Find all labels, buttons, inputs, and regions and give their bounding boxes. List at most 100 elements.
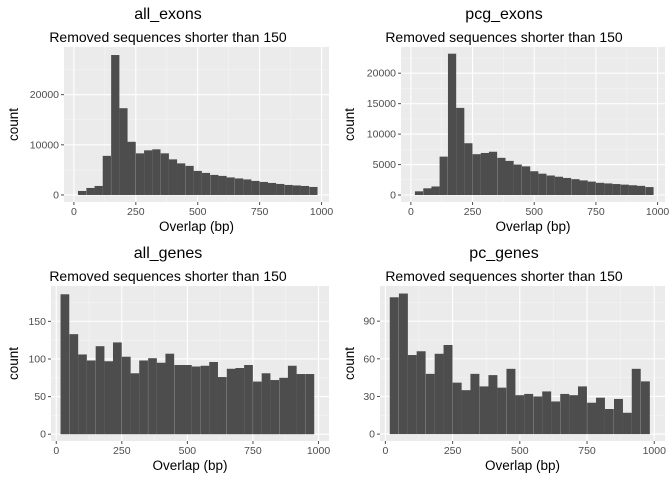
histogram-bar bbox=[569, 395, 579, 435]
panel-subtitle: Removed sequences shorter than 150 bbox=[49, 29, 287, 45]
histogram-bar bbox=[622, 412, 632, 435]
histogram-bar bbox=[614, 398, 623, 435]
histogram-bar bbox=[121, 356, 131, 435]
histogram-bar bbox=[77, 190, 87, 195]
histogram-bar bbox=[439, 156, 448, 195]
histogram-bar bbox=[505, 160, 514, 195]
panel-title: pcg_exons bbox=[465, 6, 543, 23]
histogram-bar bbox=[389, 297, 399, 435]
histogram-bar bbox=[480, 152, 489, 195]
histogram-bar bbox=[210, 174, 219, 195]
histogram-bar bbox=[261, 373, 271, 435]
y-tick-label: 20000 bbox=[30, 89, 59, 101]
histogram-bar bbox=[551, 401, 561, 435]
histogram-bar bbox=[447, 53, 457, 195]
histogram-bar bbox=[209, 361, 218, 435]
histogram-bar bbox=[284, 184, 293, 195]
histogram-bar bbox=[218, 175, 227, 195]
histogram-bar bbox=[587, 181, 596, 195]
x-tick-label: 750 bbox=[578, 445, 596, 457]
histogram-bar bbox=[104, 361, 114, 435]
histogram-bar bbox=[148, 358, 157, 435]
panel-title: all_exons bbox=[134, 6, 202, 23]
x-tick-label: 250 bbox=[113, 445, 131, 457]
histogram-bar bbox=[542, 391, 552, 435]
histogram-bar bbox=[130, 373, 140, 435]
histogram-bar bbox=[636, 185, 646, 195]
y-axis-title: count bbox=[342, 347, 357, 380]
panel-title: pc_genes bbox=[469, 245, 539, 262]
histogram-bar bbox=[562, 177, 572, 195]
histogram-bar bbox=[244, 365, 253, 435]
x-tick-label: 0 bbox=[382, 445, 388, 457]
histogram-bar bbox=[577, 386, 587, 435]
panel-title: all_genes bbox=[133, 245, 203, 262]
y-tick-label: 20000 bbox=[367, 68, 396, 80]
histogram-bar bbox=[276, 183, 285, 195]
x-tick-label: 0 bbox=[71, 206, 77, 218]
histogram-bar bbox=[259, 181, 268, 195]
histogram-bar bbox=[165, 353, 175, 435]
histogram-bar bbox=[423, 188, 432, 195]
x-axis-title: Overlap (bp) bbox=[159, 219, 234, 234]
y-axis-title: count bbox=[342, 108, 357, 141]
histogram-bar bbox=[443, 344, 453, 435]
histogram-bar bbox=[434, 353, 444, 435]
histogram-bar bbox=[497, 157, 506, 195]
y-tick-label: 10000 bbox=[30, 139, 59, 151]
histogram-bar bbox=[102, 155, 111, 195]
histogram-bar bbox=[497, 387, 507, 435]
histogram-bar bbox=[595, 397, 605, 435]
histogram-bar bbox=[414, 191, 424, 195]
histogram-bar bbox=[407, 355, 417, 435]
x-tick-label: 250 bbox=[127, 206, 145, 218]
histogram-bar bbox=[456, 107, 465, 195]
histogram-bar bbox=[604, 408, 614, 435]
histogram-bar bbox=[640, 381, 650, 435]
histogram-bar bbox=[152, 149, 161, 195]
histogram-pcg-exons: 0 250 500 750 100005000100001500020000Overla… bbox=[342, 47, 669, 234]
histogram-bar bbox=[111, 55, 120, 195]
y-axis-title: count bbox=[6, 108, 21, 141]
histogram-bar bbox=[174, 365, 184, 435]
histogram-bar bbox=[513, 164, 522, 195]
y-tick-label: 30 bbox=[363, 391, 375, 403]
histogram-all-genes: 0 250 500 750 1000 0 50 100 150 Overlap (bp) count bbox=[6, 286, 330, 473]
panel-pcg-exons: pcg_exons Removed sequences shorter than… bbox=[336, 0, 672, 240]
histogram-bar bbox=[416, 351, 426, 435]
x-tick-label: 500 bbox=[179, 445, 197, 457]
panel-all-genes: all_genes Removed sequences shorter than… bbox=[0, 240, 336, 480]
histogram-bar bbox=[193, 170, 202, 195]
y-tick-label: 15000 bbox=[367, 98, 396, 110]
histogram-bar bbox=[86, 187, 95, 195]
histogram-bar bbox=[645, 187, 654, 195]
histogram-bar bbox=[560, 393, 570, 435]
histogram-bar bbox=[472, 154, 481, 195]
histogram-bar bbox=[94, 185, 103, 195]
histogram-bar bbox=[200, 365, 210, 435]
histogram-bar bbox=[309, 186, 318, 195]
x-tick-label: 1000 bbox=[310, 206, 334, 218]
histogram-bar bbox=[69, 334, 79, 435]
histogram-bar bbox=[538, 173, 547, 195]
histogram-bar bbox=[587, 402, 597, 435]
histogram-bar bbox=[596, 182, 605, 195]
histogram-bar bbox=[571, 179, 580, 195]
histogram-bar bbox=[631, 368, 641, 435]
histogram-bar bbox=[425, 373, 435, 435]
histogram-bar bbox=[168, 159, 178, 195]
histogram-bar bbox=[431, 186, 440, 195]
histogram-bar bbox=[226, 368, 236, 435]
histogram-bar bbox=[287, 365, 297, 435]
panel-subtitle: Removed sequences shorter than 150 bbox=[385, 268, 623, 284]
histogram-bar bbox=[235, 368, 245, 435]
histogram-bar bbox=[60, 294, 70, 435]
histogram-bar bbox=[156, 362, 166, 435]
histogram-bar bbox=[160, 153, 169, 195]
x-tick-label: 750 bbox=[244, 445, 262, 457]
histogram-bar bbox=[488, 151, 498, 195]
histogram-bar bbox=[217, 377, 227, 435]
y-tick-label: 0 bbox=[369, 429, 375, 441]
histogram-bar bbox=[270, 380, 280, 435]
histogram-bar bbox=[112, 342, 122, 435]
